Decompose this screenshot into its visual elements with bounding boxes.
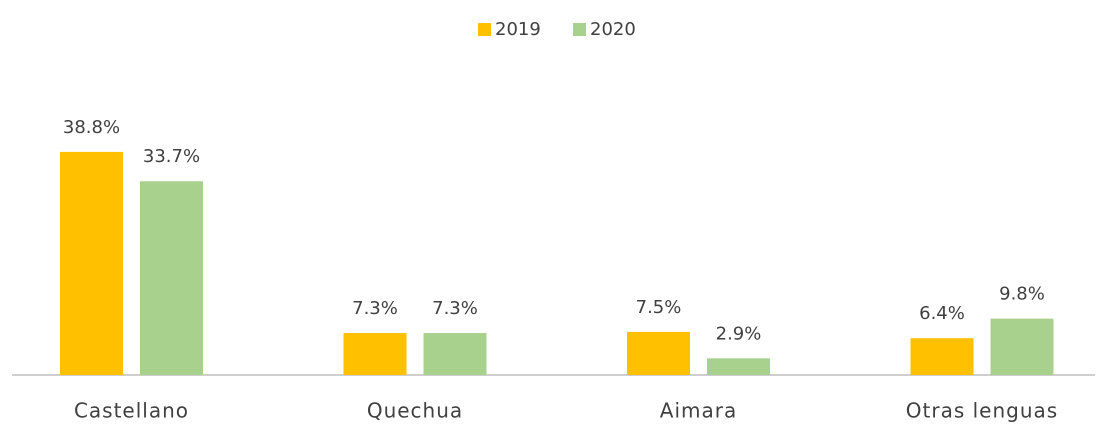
x-tick-label: Otras lenguas bbox=[906, 399, 1058, 423]
bar bbox=[627, 331, 690, 375]
bar bbox=[343, 333, 407, 375]
bar bbox=[707, 358, 770, 375]
data-label: 7.3% bbox=[432, 298, 478, 319]
data-label: 7.5% bbox=[636, 297, 682, 318]
legend-swatch bbox=[573, 23, 586, 36]
data-label: 9.8% bbox=[999, 284, 1045, 305]
legend-label: 2019 bbox=[495, 19, 541, 40]
data-label: 7.3% bbox=[352, 298, 398, 319]
legend-label: 2020 bbox=[590, 19, 636, 40]
data-label: 38.8% bbox=[63, 117, 120, 138]
bar bbox=[423, 333, 487, 375]
data-label: 6.4% bbox=[919, 303, 965, 324]
legend-swatch bbox=[478, 23, 491, 36]
x-tick-label: Quechua bbox=[367, 399, 463, 423]
data-label: 2.9% bbox=[716, 323, 762, 344]
data-label: 33.7% bbox=[143, 146, 200, 167]
bar bbox=[910, 338, 974, 375]
bar bbox=[60, 151, 123, 375]
x-tick-label: Aimara bbox=[660, 399, 737, 423]
bar bbox=[990, 318, 1054, 375]
x-tick-label: Castellano bbox=[74, 399, 189, 423]
bar bbox=[140, 181, 203, 375]
